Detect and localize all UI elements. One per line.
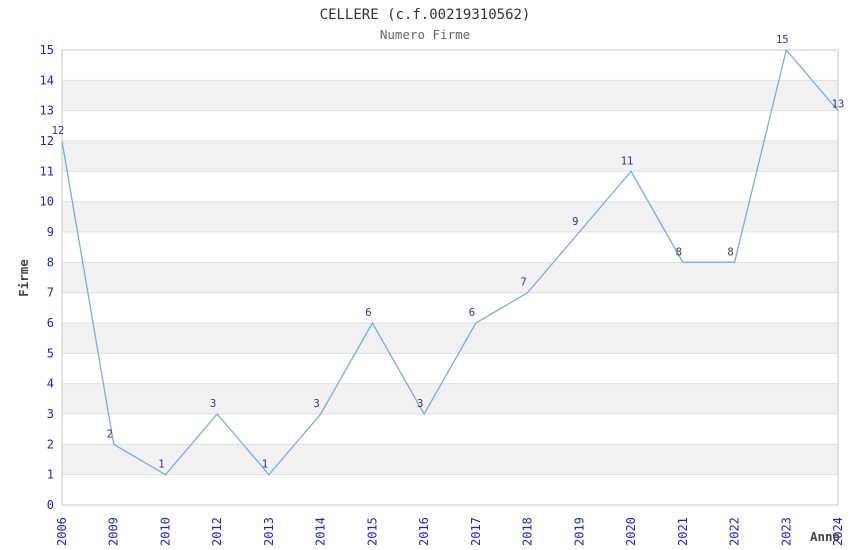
data-point-label: 12 <box>52 125 65 137</box>
data-point-label: 3 <box>314 398 320 410</box>
data-point-label: 3 <box>417 398 423 410</box>
y-tick-label: 3 <box>47 407 54 421</box>
alt-band <box>62 262 838 293</box>
x-tick-label: 2014 <box>314 517 328 546</box>
chart-subtitle: Numero Firme <box>380 27 470 42</box>
y-axis-title: Firme <box>16 259 31 297</box>
x-tick-label: 2020 <box>624 517 638 546</box>
data-point-label: 6 <box>365 307 371 319</box>
y-tick-label: 12 <box>40 134 54 148</box>
alt-band <box>62 141 838 172</box>
x-tick-label: 2016 <box>417 517 431 546</box>
x-tick-label: 2019 <box>572 517 586 546</box>
alt-band <box>62 444 838 475</box>
alt-band <box>62 201 838 232</box>
data-point-label: 8 <box>676 246 682 258</box>
x-tick-label: 2012 <box>210 517 224 546</box>
data-point-label: 6 <box>469 307 475 319</box>
data-line <box>61 48 839 476</box>
x-tick-label: 2013 <box>262 517 276 546</box>
data-point-label: 2 <box>107 428 113 440</box>
x-tick-label: 2023 <box>779 517 793 546</box>
x-tick-label: 2009 <box>107 517 121 546</box>
chart-title: CELLERE (c.f.00219310562) <box>320 7 531 23</box>
y-tick-label: 9 <box>47 225 54 239</box>
x-tick-label: 2010 <box>158 517 172 546</box>
alt-band <box>62 383 838 414</box>
data-point-label: 13 <box>832 99 845 111</box>
y-tick-label: 13 <box>40 104 54 118</box>
y-tick-label: 1 <box>47 468 54 482</box>
x-tick-label: 2021 <box>676 517 690 546</box>
data-point-label: 7 <box>520 277 526 289</box>
x-tick-label: 2006 <box>55 517 69 546</box>
data-point-label: 1 <box>158 459 164 471</box>
y-tick-label: 8 <box>47 255 54 269</box>
data-point-label: 8 <box>727 246 733 258</box>
y-tick-label: 14 <box>40 73 54 87</box>
y-tick-label: 0 <box>47 498 54 512</box>
data-point-label: 15 <box>776 34 789 46</box>
x-axis-title: Anno <box>810 529 840 544</box>
y-tick-label: 4 <box>47 377 54 391</box>
y-tick-label: 7 <box>47 286 54 300</box>
alt-band <box>62 323 838 354</box>
y-tick-label: 5 <box>47 346 54 360</box>
plot-border <box>61 49 839 506</box>
x-tick-label: 2018 <box>521 517 535 546</box>
x-tick-label: 2022 <box>728 517 742 546</box>
x-tick-label: 2015 <box>365 517 379 546</box>
y-tick-label: 6 <box>47 316 54 330</box>
data-point-label: 3 <box>210 398 216 410</box>
data-point-label: 11 <box>621 155 634 167</box>
y-tick-label: 11 <box>40 164 54 178</box>
data-point-label: 1 <box>262 459 268 471</box>
y-tick-label: 2 <box>47 437 54 451</box>
alt-band <box>62 80 838 111</box>
y-tick-label: 10 <box>40 195 54 209</box>
x-tick-label: 2024 <box>831 517 845 546</box>
y-tick-label: 15 <box>40 43 54 57</box>
x-tick-label: 2017 <box>469 517 483 546</box>
data-point-label: 9 <box>572 216 578 228</box>
